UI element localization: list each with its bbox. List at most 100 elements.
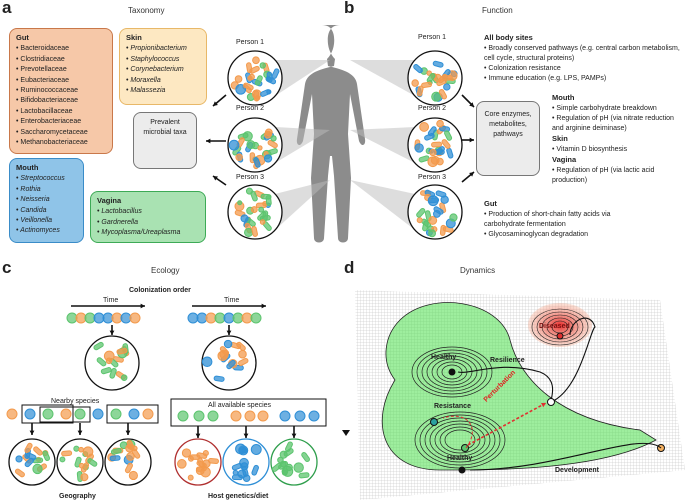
microbe-icon (228, 139, 240, 151)
microbe-icon (120, 374, 128, 381)
microbe-icon (301, 452, 311, 463)
b-mouth-heading: Mouth (552, 93, 575, 102)
microbe-icon (201, 356, 213, 368)
time-label-2: Time (224, 297, 240, 304)
panel-b-label: b (344, 0, 355, 17)
healthy-top-label: Healthy (431, 354, 457, 361)
microbe-icon (33, 446, 43, 456)
microbe-icon (277, 456, 284, 464)
panel-d-label: d (344, 258, 355, 277)
microbe-icon (243, 82, 254, 91)
list-item: Regulation of pH (via nitrate reduction … (552, 114, 685, 134)
microbe-icon (6, 408, 18, 420)
microbe-icon (78, 446, 84, 453)
microbe-icon (257, 410, 269, 422)
microbe-icon (422, 220, 429, 232)
microbe-icon (42, 450, 51, 462)
all-sites-heading: All body sites (484, 33, 533, 42)
microbe-icon (416, 217, 423, 224)
arrow-head-icon (206, 138, 211, 144)
microbe-icon (235, 83, 247, 95)
mouth-heading: Mouth (16, 163, 39, 172)
microbe-icon (61, 450, 73, 457)
microbe-icon (267, 139, 278, 149)
microbe-icon (432, 60, 444, 68)
microbe-icon (219, 346, 230, 356)
mouth-taxa-list: StreptococcusRothiaNeisseriaCandidaVeill… (16, 174, 77, 236)
microbe-icon (125, 443, 134, 453)
nearby-species-box (106, 404, 159, 424)
healthy-state-dot (448, 368, 456, 376)
arrow-head-icon (195, 433, 201, 438)
microbe-icon (15, 455, 23, 463)
list-item: Staphylococcus (126, 55, 200, 65)
microbe-icon (428, 229, 436, 238)
arrow-head-icon (140, 303, 145, 309)
microbe-icon (235, 153, 243, 162)
a-person-1: Person 1 (236, 39, 265, 46)
panel-a-label: a (2, 0, 12, 17)
b-person-1: Person 1 (418, 34, 447, 41)
list-item: Actinomyces (16, 226, 77, 236)
zoom-cone (350, 180, 415, 230)
arrow-head-icon (541, 402, 546, 408)
all-available-species-label: All available species (208, 402, 272, 409)
microbe-icon (193, 410, 205, 422)
microbe-icon (285, 441, 293, 452)
microbe-icon (265, 76, 277, 85)
host-genetics-label: Host genetics/diet (208, 493, 269, 500)
list-item: Regulation of pH (via lactic acid produc… (552, 166, 685, 186)
microbe-icon (264, 130, 272, 139)
a-person-2: Person 2 (236, 105, 265, 112)
b-vagina-list: Regulation of pH (via lactic acid produc… (552, 166, 685, 186)
nearby-species-box (39, 406, 91, 423)
zoom-cone (275, 180, 330, 230)
microbe-icon (440, 195, 449, 204)
microbe-icon (250, 312, 262, 324)
microbe-icon (238, 349, 247, 359)
microbe-icon (238, 357, 249, 366)
gut-taxa-list: BacteroidaceaeClostridiaceaePrevotellace… (16, 44, 106, 148)
microbe-icon (59, 456, 66, 463)
vagina-taxa-box: Vagina LactobacillusGardnerellaMycoplasm… (90, 191, 206, 243)
microbe-icon (251, 226, 258, 237)
list-item: Corynebacterium (126, 65, 200, 75)
panel-b-title: Function (482, 6, 513, 15)
contour-line (411, 346, 493, 398)
development-trajectory (469, 442, 662, 471)
panel-c-label: c (2, 258, 12, 277)
microbe-icon (293, 462, 304, 473)
microbe-icon (232, 469, 239, 476)
skin-taxa-box: Skin PropionibacteriumStaphylococcusCory… (119, 28, 207, 105)
microbe-icon (237, 200, 243, 206)
microbe-icon (281, 468, 289, 475)
list-item: Rothia (16, 185, 77, 195)
contour-line (429, 420, 491, 460)
microbe-icon (449, 213, 458, 222)
skin-taxa-list: PropionibacteriumStaphylococcusCorynebac… (126, 44, 200, 96)
a-person-3: Person 3 (236, 174, 265, 181)
microbe-icon (259, 62, 266, 69)
contour-line (444, 429, 476, 451)
mouth-functions: Mouth Simple carbohydrate breakdownRegul… (552, 93, 685, 186)
microbe-icon (234, 75, 243, 83)
colonization-order-label: Colonization order (129, 287, 191, 294)
resistance-label: Resistance (434, 403, 471, 410)
arrow-head-icon (213, 101, 218, 106)
panel-d-title: Dynamics (460, 266, 496, 275)
microbe-icon (439, 224, 447, 236)
microbe-icon (427, 126, 437, 137)
gut-heading: Gut (16, 33, 29, 42)
microbe-icon (441, 139, 451, 149)
zoom-cone (275, 60, 330, 96)
b-mouth-list: Simple carbohydrate breakdownRegulation … (552, 104, 685, 134)
prevalent-taxa-label: Prevalent microbial taxa (143, 119, 187, 136)
microbe-icon (109, 367, 117, 379)
diseased-label: Diseased (539, 323, 570, 330)
list-item: Bacteroidaceae (16, 44, 106, 54)
microbe-icon (93, 341, 104, 351)
b-skin-list: Vitamin D biosynthesis (552, 145, 685, 155)
microbe-icon (250, 190, 258, 202)
microbe-icon (254, 95, 261, 101)
arrow-head-icon (243, 433, 249, 438)
